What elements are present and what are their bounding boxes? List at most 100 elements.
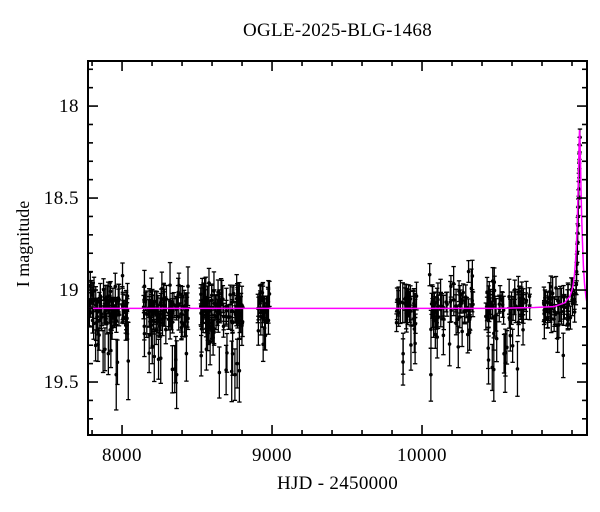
- data-point: [455, 317, 460, 322]
- data-point: [186, 316, 190, 321]
- axis-tick-labels: 8000 9000 10000 18 18.5 19 19.5: [44, 96, 447, 466]
- data-point: [179, 320, 184, 325]
- data-point: [228, 292, 232, 297]
- data-point: [143, 299, 148, 304]
- model-curve: [88, 129, 587, 310]
- data-point: [559, 304, 564, 308]
- data-point: [126, 359, 131, 363]
- data-point: [470, 274, 475, 278]
- data-point: [405, 295, 410, 300]
- data-point: [106, 351, 111, 356]
- data-point: [168, 283, 172, 287]
- data-point: [266, 300, 271, 304]
- data-point: [121, 310, 126, 315]
- data-point: [394, 320, 399, 325]
- data-point: [502, 351, 506, 356]
- data-point: [449, 308, 453, 313]
- data-point: [429, 372, 433, 377]
- data-points: [88, 128, 583, 411]
- data-point: [115, 360, 120, 365]
- data-point: [435, 335, 440, 339]
- data-point: [409, 343, 413, 347]
- data-point: [238, 312, 243, 317]
- data-point: [184, 351, 189, 356]
- data-point: [170, 320, 175, 324]
- data-point: [462, 309, 467, 314]
- data-point: [161, 297, 166, 301]
- data-point: [217, 370, 222, 375]
- data-point: [490, 365, 495, 370]
- data-point: [508, 333, 513, 338]
- data-point: [521, 328, 525, 332]
- data-point: [407, 299, 412, 304]
- data-point: [113, 284, 118, 289]
- data-point: [566, 302, 570, 306]
- data-point: [109, 312, 114, 317]
- x-tick-label: 8000: [102, 445, 142, 466]
- data-point: [467, 330, 472, 335]
- data-point: [449, 284, 453, 289]
- data-point: [142, 284, 147, 289]
- data-point: [510, 343, 515, 348]
- data-point: [214, 314, 218, 319]
- microlensing-model-curve: [88, 129, 587, 310]
- data-point: [99, 316, 103, 321]
- data-point: [216, 320, 221, 324]
- data-point: [207, 281, 211, 285]
- data-point: [466, 308, 471, 313]
- data-point: [542, 311, 546, 316]
- data-point: [545, 316, 550, 321]
- data-point: [561, 353, 566, 358]
- data-point: [112, 313, 117, 317]
- data-point: [216, 290, 220, 294]
- data-point: [186, 284, 190, 289]
- data-point: [395, 309, 399, 313]
- data-point: [441, 333, 446, 338]
- data-point: [209, 298, 214, 303]
- data-point: [456, 345, 461, 349]
- data-point: [427, 272, 432, 277]
- data-point: [574, 282, 579, 287]
- y-tick-label: 18.5: [44, 188, 79, 209]
- data-point: [203, 312, 208, 317]
- data-point: [120, 273, 125, 278]
- data-point: [570, 301, 575, 306]
- data-point: [160, 321, 165, 325]
- data-point: [229, 369, 234, 374]
- data-point: [235, 361, 239, 366]
- data-point: [149, 323, 154, 327]
- data-point: [568, 315, 573, 320]
- data-point: [554, 286, 558, 290]
- data-point: [230, 308, 235, 313]
- data-point: [90, 318, 95, 323]
- data-point: [145, 312, 149, 317]
- data-point: [199, 353, 204, 358]
- x-tick-label: 9000: [252, 445, 292, 466]
- data-point: [170, 367, 175, 372]
- data-point: [429, 327, 433, 332]
- data-point: [513, 304, 518, 308]
- data-point: [516, 290, 521, 294]
- data-point: [158, 356, 163, 360]
- data-point: [230, 320, 235, 325]
- data-point: [486, 346, 491, 350]
- y-tick-label: 18: [59, 96, 79, 117]
- data-point: [436, 297, 440, 302]
- data-point: [142, 324, 147, 329]
- data-point: [210, 324, 214, 328]
- data-point: [231, 291, 236, 296]
- data-point: [89, 290, 94, 294]
- data-point: [226, 315, 231, 319]
- data-point: [221, 297, 225, 301]
- data-point: [177, 283, 181, 288]
- data-point: [572, 310, 577, 314]
- data-point: [261, 309, 265, 313]
- data-point: [440, 304, 444, 309]
- data-point: [102, 304, 106, 308]
- data-point: [225, 351, 229, 355]
- data-point: [466, 269, 471, 274]
- data-point: [159, 304, 163, 308]
- data-point: [507, 294, 511, 299]
- data-point: [515, 367, 520, 371]
